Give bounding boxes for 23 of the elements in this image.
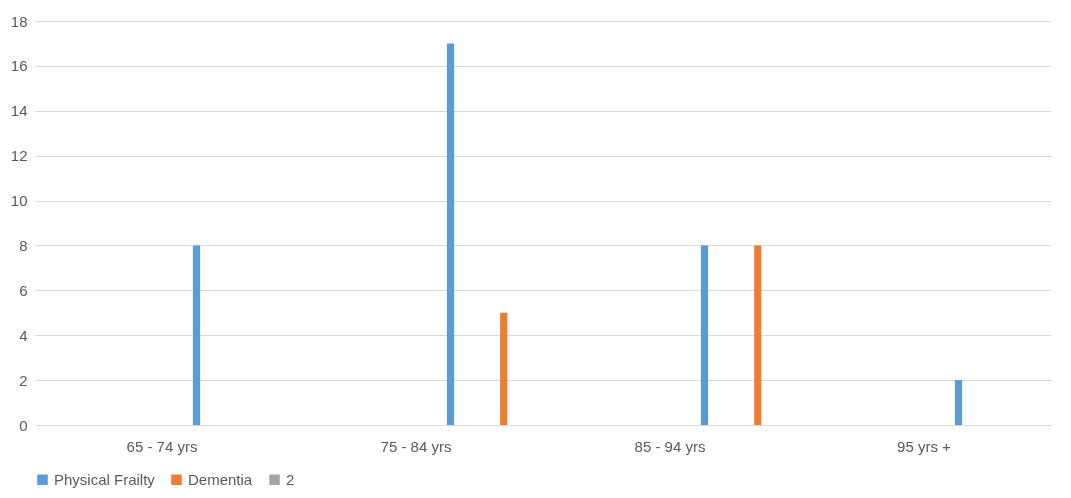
bar	[700, 245, 709, 425]
y-tick-label: 6	[19, 281, 28, 299]
bar	[754, 245, 762, 425]
y-tick-label: 14	[10, 102, 28, 120]
bar	[500, 312, 508, 425]
legend-label: Dementia	[188, 470, 253, 488]
y-tick-label: 10	[10, 192, 28, 210]
bar	[954, 380, 963, 425]
y-tick-label: 4	[19, 326, 28, 344]
bar	[446, 43, 455, 425]
y-tick-label: 16	[10, 57, 28, 75]
legend-label: 2	[286, 470, 295, 488]
y-tick-label: 2	[19, 371, 28, 389]
y-tick-label: 8	[19, 236, 28, 254]
y-tick-label: 0	[19, 416, 28, 434]
x-tick-label: 65 - 74 yrs	[126, 437, 198, 455]
legend-label: Physical Frailty	[54, 470, 156, 488]
x-tick-label: 85 - 94 yrs	[634, 437, 706, 455]
bar	[192, 245, 201, 425]
y-tick-label: 18	[10, 12, 28, 30]
x-tick-label: 95 yrs +	[897, 437, 952, 455]
x-tick-label: 75 - 84 yrs	[380, 437, 452, 455]
y-tick-label: 12	[10, 147, 28, 165]
